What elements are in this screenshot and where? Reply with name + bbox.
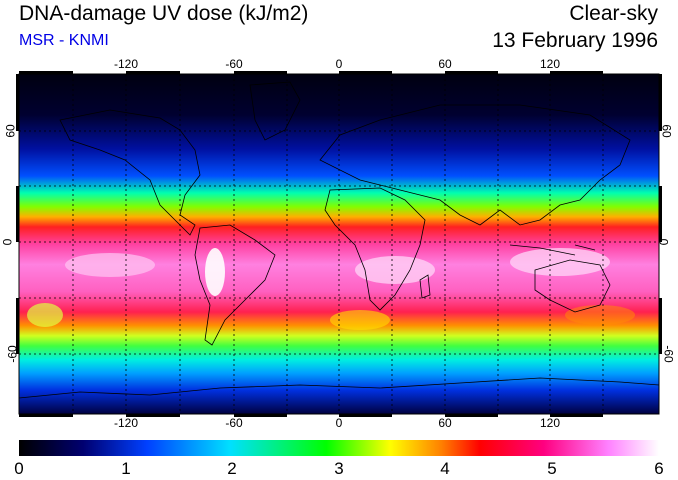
colorbar-label-5: 5 bbox=[547, 459, 557, 478]
colorbar-label-2: 2 bbox=[227, 459, 237, 478]
colorbar-label-6: 6 bbox=[654, 459, 664, 478]
lon-tick-bottom-4: 60 bbox=[438, 416, 452, 430]
lon-tick-top-2: -60 bbox=[225, 57, 243, 71]
andes-high-dose bbox=[205, 248, 225, 296]
colorbar-label-1: 1 bbox=[121, 459, 131, 478]
colorbar-label-0: 0 bbox=[14, 459, 24, 478]
lon-tick-top-1: -120 bbox=[113, 57, 139, 71]
frame-ticks bbox=[16, 71, 662, 417]
lon-tick-bottom-2: -60 bbox=[225, 416, 243, 430]
lon-tick-bottom-1: -120 bbox=[113, 416, 139, 430]
lon-tick-bottom-3: 0 bbox=[335, 416, 343, 430]
date-label: 13 February 1996 bbox=[492, 29, 658, 52]
map-title: DNA-damage UV dose (kJ/m2) bbox=[19, 2, 309, 25]
graticule bbox=[19, 74, 659, 414]
lon-tick-bottom-5: 120 bbox=[539, 416, 561, 430]
lon-tick-top-4: 60 bbox=[438, 57, 452, 71]
lon-tick-top-3: 0 bbox=[335, 57, 343, 71]
source-label: MSR - KNMI bbox=[19, 32, 109, 49]
colorbar-label-3: 3 bbox=[334, 459, 344, 478]
lon-tick-top-5: 120 bbox=[539, 57, 561, 71]
sky-condition-label: Clear-sky bbox=[569, 2, 658, 25]
colorbar bbox=[19, 440, 659, 456]
coastlines bbox=[19, 81, 659, 399]
colorbar-label-4: 4 bbox=[440, 459, 450, 478]
